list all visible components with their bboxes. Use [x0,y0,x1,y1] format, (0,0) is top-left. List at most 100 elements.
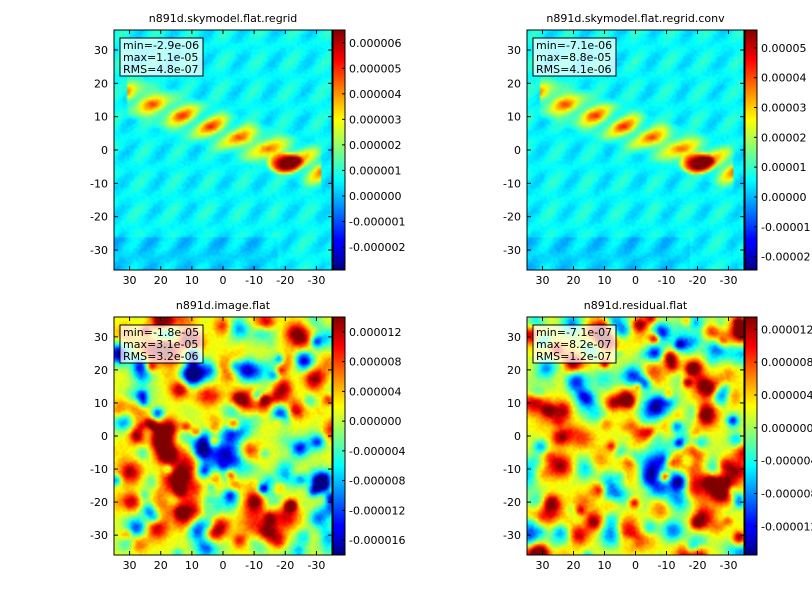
y-tick-label: -10 [90,177,108,190]
y-tick-label: -20 [90,496,108,509]
panel-2: n891d.skymodel.flat.regrid.conv 30 20 10 0 -1… [503,12,810,287]
y-tick-label: 30 [507,331,521,344]
panel-3: n891d.image.flat 30 20 10 0 -10 -20 -30 30 20 10 0 -… [90,299,405,572]
x-tick-label: 10 [185,559,199,572]
x-tick-label: 10 [185,274,199,287]
x-tick-label: 10 [598,559,612,572]
x-tick-label: 0 [220,559,227,572]
x-tick-label: 30 [536,274,550,287]
colorbar-tick-label: 0.00004 [761,72,807,85]
stats-line: max=8.2e-07 [536,338,611,351]
panel-1: n891d.skymodel.flat.regrid 30 20 10 0 -10 -20 -… [90,12,405,287]
y-tick-label: -20 [503,211,521,224]
y-tick-label: -30 [503,529,521,542]
x-tick-label: -30 [720,274,738,287]
x-tick-label: -20 [689,559,707,572]
y-tick-label: 20 [94,77,108,90]
x-tick-label: 20 [567,274,581,287]
y-tick-label: 10 [507,111,521,124]
panel-title: n891d.skymodel.flat.regrid.conv [546,12,725,25]
colorbar-tick-label: 0.000008 [761,356,812,369]
y-tick-label: 0 [514,430,521,443]
stats-line: min=-7.1e-06 [536,39,612,52]
x-tick-label: 0 [632,559,639,572]
colorbar-tick-label: 0.000005 [349,62,402,75]
x-tick-label: -10 [658,274,676,287]
x-tick-label: 10 [598,274,612,287]
colorbar-tick-label: -0.000002 [349,241,405,254]
colorbar-tick-label: -0.000004 [349,445,405,458]
colorbar-gradient [744,316,758,556]
x-tick-label: 30 [536,559,550,572]
y-tick-label: -20 [503,496,521,509]
colorbar-tick-label: -0.00002 [761,251,810,264]
x-tick-label: -10 [245,559,263,572]
colorbar-tick-label: -0.000008 [761,487,812,500]
x-tick-label: -20 [689,274,707,287]
stats-line: min=-2.9e-06 [123,39,199,52]
y-tick-label: 0 [514,144,521,157]
y-tick-label: -30 [90,244,108,257]
colorbar-tick-label: 0.000000 [761,422,812,435]
x-tick-label: -30 [720,559,738,572]
x-tick-label: 30 [123,559,137,572]
y-tick-label: 30 [507,44,521,57]
y-tick-label: -20 [90,211,108,224]
y-tick-label: 20 [94,364,108,377]
colorbar: 0.000012 0.000008 0.000004 0.000000 -0.00000… [744,316,812,556]
colorbar-tick-label: -0.00001 [761,221,810,234]
colorbar-tick-label: -0.000016 [349,534,405,547]
x-tick-label: -10 [245,274,263,287]
colorbar: 0.000006 0.000005 0.000004 0.000003 0.000002… [332,29,405,271]
colorbar-tick-label: -0.000012 [761,520,812,533]
y-tick-label: 20 [507,77,521,90]
colorbar-tick-label: 0.000004 [761,389,812,402]
colorbar-tick-label: 0.000006 [349,37,402,50]
colorbar-tick-label: 0.000001 [349,164,402,177]
x-tick-label: 20 [154,274,168,287]
colorbar-tick-label: 0.00000 [761,191,807,204]
y-tick-label: -10 [503,463,521,476]
colorbar-tick-label: 0.00001 [761,161,807,174]
panel-4: n891d.residual.flat 30 20 10 0 -10 -20 -30 30 20 1… [503,299,812,572]
colorbar-tick-label: 0.000003 [349,113,402,126]
colorbar-tick-label: -0.000008 [349,475,405,488]
colorbar-gradient [744,29,758,271]
stats-line: min=-1.8e-05 [123,326,199,339]
x-tick-label: -30 [307,274,325,287]
y-tick-label: 30 [94,44,108,57]
colorbar-tick-label: 0.000004 [349,88,402,101]
colorbar-tick-label: 0.000000 [349,415,402,428]
stats-line: max=8.8e-05 [536,51,611,64]
stats-box-frame [532,324,617,364]
stats-line: RMS=4.8e-07 [123,63,199,76]
colorbar-tick-label: 0.00003 [761,102,807,115]
colorbar-tick-label: 0.000012 [349,326,402,339]
x-tick-label: 0 [220,274,227,287]
colorbar-tick-label: 0.00002 [761,131,807,144]
stats-box-frame [119,37,204,77]
y-tick-label: 20 [507,364,521,377]
y-tick-label: -10 [503,177,521,190]
colorbar: 0.00005 0.00004 0.00003 0.00002 0.00001 0.000… [744,29,810,271]
colorbar-tick-label: -0.000012 [349,504,405,517]
y-tick-label: -30 [503,244,521,257]
colorbar-tick-label: -0.000004 [761,455,812,468]
colorbar-tick-label: -0.000001 [349,215,405,228]
panel-title: n891d.skymodel.flat.regrid [149,12,297,25]
stats-line: RMS=1.2e-07 [536,350,612,363]
panel-title: n891d.image.flat [176,299,271,312]
stats-line: RMS=3.2e-06 [123,350,199,363]
y-tick-label: 10 [94,397,108,410]
y-tick-label: 0 [101,144,108,157]
panel-title: n891d.residual.flat [584,299,688,312]
x-tick-label: 30 [123,274,137,287]
stats-box-frame [532,37,617,77]
colorbar-tick-label: 0.000012 [761,323,812,336]
stats-line: min=-7.1e-07 [536,326,612,339]
y-tick-label: -30 [90,529,108,542]
